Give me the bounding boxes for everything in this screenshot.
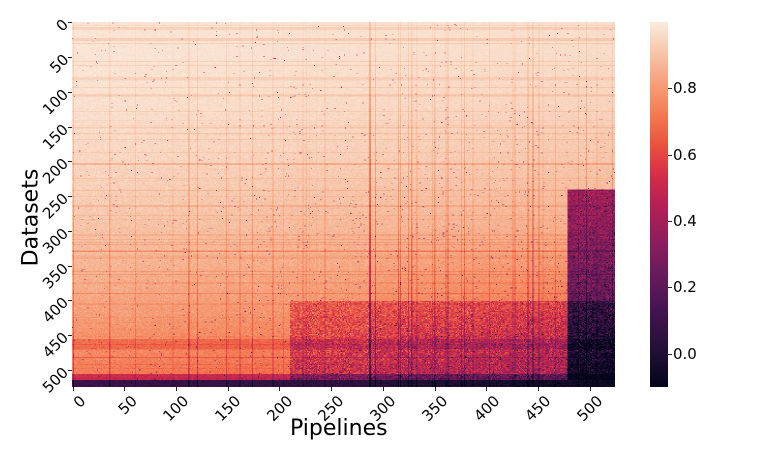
colorbar-tickmark bbox=[668, 221, 672, 223]
x-tick-label: 500 bbox=[573, 392, 607, 425]
y-tickmark bbox=[68, 57, 72, 59]
x-tickmark bbox=[227, 387, 229, 391]
y-tick-label: 150 bbox=[39, 120, 73, 154]
y-tickmark bbox=[68, 91, 72, 93]
x-tickmark bbox=[537, 387, 539, 391]
y-axis-label: Datasets bbox=[18, 168, 44, 267]
y-tick-label: 400 bbox=[39, 294, 73, 328]
y-tickmark bbox=[68, 230, 72, 232]
x-tickmark bbox=[382, 387, 384, 391]
colorbar bbox=[650, 22, 668, 387]
x-tick-label: 400 bbox=[469, 392, 503, 425]
colorbar-tick-label: 0.0 bbox=[673, 344, 697, 363]
colorbar-tickmark bbox=[668, 154, 672, 156]
x-tick-label: 100 bbox=[159, 392, 193, 425]
colorbar-tick-label: 0.8 bbox=[673, 79, 697, 98]
y-tickmark bbox=[68, 369, 72, 371]
x-tickmark bbox=[434, 387, 436, 391]
x-tickmark bbox=[589, 387, 591, 391]
x-tick-label: 350 bbox=[418, 392, 452, 425]
x-tickmark bbox=[279, 387, 281, 391]
y-tick-label: 200 bbox=[39, 155, 73, 189]
x-tick-label: 50 bbox=[114, 392, 141, 419]
y-tickmark bbox=[68, 335, 72, 337]
y-tick-label: 250 bbox=[39, 189, 73, 223]
x-tick-label: 0 bbox=[69, 392, 90, 412]
y-tick-label: 300 bbox=[39, 224, 73, 258]
y-tick-label: 500 bbox=[39, 363, 73, 397]
x-axis-label: Pipelines bbox=[290, 416, 388, 441]
x-tickmark bbox=[72, 387, 74, 391]
x-tickmark bbox=[331, 387, 333, 391]
x-tickmark bbox=[486, 387, 488, 391]
x-tick-label: 150 bbox=[211, 392, 245, 425]
y-tick-label: 100 bbox=[39, 85, 73, 119]
y-tickmark bbox=[68, 300, 72, 302]
heatmap-plot-area bbox=[72, 22, 615, 387]
x-tickmark bbox=[175, 387, 177, 391]
colorbar-tickmark bbox=[668, 353, 672, 355]
colorbar-tickmark bbox=[668, 88, 672, 90]
y-tick-label: 450 bbox=[39, 328, 73, 362]
y-tickmark bbox=[68, 265, 72, 267]
colorbar-tick-label: 0.6 bbox=[673, 145, 697, 164]
x-tickmark bbox=[124, 387, 126, 391]
y-tick-label: 0 bbox=[52, 15, 73, 36]
y-tickmark bbox=[68, 126, 72, 128]
colorbar-tick-label: 0.2 bbox=[673, 278, 697, 297]
y-tickmark bbox=[68, 161, 72, 163]
x-tick-label: 450 bbox=[521, 392, 555, 425]
y-tick-label: 350 bbox=[39, 259, 73, 293]
y-tick-label: 50 bbox=[46, 50, 73, 77]
y-tickmark bbox=[68, 196, 72, 198]
colorbar-tick-label: 0.4 bbox=[673, 212, 697, 231]
y-tickmark bbox=[68, 22, 72, 24]
colorbar-tickmark bbox=[668, 287, 672, 289]
